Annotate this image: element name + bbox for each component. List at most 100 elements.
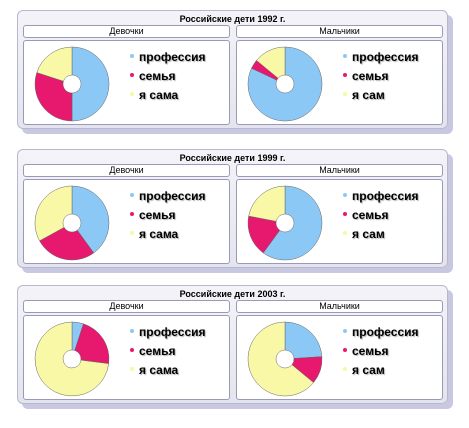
legend-label: я сама [139,88,179,102]
legend: профессия семья я сама [130,322,206,379]
legend-item-self: я сам [343,360,419,379]
bullet-icon [343,72,347,77]
pie-chart [247,46,323,122]
chart-area: профессия семья я сам [236,40,443,125]
slice-self [248,185,286,222]
slice-family [39,226,95,261]
boys-chart-1992: Мальчики профессия семья я сам [236,25,443,125]
legend-label: семья [139,208,176,222]
pie-chart [34,185,110,261]
slice-self [36,46,73,82]
slice-profession [247,46,323,122]
legend: профессия семья я сам [343,186,419,243]
bullet-icon [130,192,134,197]
bullet-icon [343,192,347,197]
legend-item-profession: профессия [343,186,419,205]
boys-header: Мальчики [236,300,443,313]
pie-chart [34,46,110,122]
legend-item-self: я сам [343,224,419,243]
legend-label: семья [352,69,389,83]
legend-item-profession: профессия [130,186,206,205]
pie-chart [247,321,323,397]
bullet-icon [130,230,134,235]
legend-label: я сам [352,227,385,241]
legend: профессия семья я сам [343,47,419,104]
bullet-icon [130,53,134,58]
legend-label: семья [352,208,389,222]
panel-title: Российские дети 1999 г. [179,153,286,163]
panel-title: Российские дети 1992 г. [179,14,286,24]
legend-item-family: семья [130,341,206,360]
slice-self [247,321,314,397]
legend-item-profession: профессия [130,322,206,341]
slice-profession [284,321,323,359]
bullet-icon [343,347,347,352]
boys-header: Мальчики [236,25,443,38]
bullet-icon [130,328,134,333]
girls-chart-1992: Девочки профессия семья я сама [23,25,230,125]
legend: профессия семья я сама [130,186,206,243]
legend-label: семья [352,344,389,358]
bullet-icon [343,230,347,235]
legend-item-family: семья [343,66,419,85]
slice-self [34,185,73,242]
slice-self [34,321,109,397]
legend-item-self: я сама [130,360,206,379]
legend-item-family: семья [343,341,419,360]
pie-chart [247,185,323,261]
legend-item-family: семья [130,205,206,224]
bullet-icon [130,211,134,216]
chart-area: профессия семья я сам [236,315,443,400]
girls-header: Девочки [23,164,230,177]
legend-item-profession: профессия [343,47,419,66]
legend-item-self: я сама [130,224,206,243]
slice-profession [262,185,323,261]
slice-family [34,72,73,122]
bullet-icon [343,53,347,58]
panel-title: Российские дети 2003 г. [179,289,286,299]
legend-item-family: семья [343,205,419,224]
legend-label: семья [139,69,176,83]
legend-item-self: я сам [343,85,419,104]
legend-label: профессия [139,189,206,203]
legend-label: я сам [352,88,385,102]
legend-label: профессия [352,189,419,203]
boys-header: Мальчики [236,164,443,177]
bullet-icon [343,366,347,371]
bullet-icon [343,328,347,333]
bullet-icon [130,366,134,371]
legend-item-self: я сама [130,85,206,104]
bullet-icon [130,72,134,77]
pie-chart [34,321,110,397]
panel-1992: Российские дети 1992 г. Девочки професси… [17,10,448,129]
legend-label: я сама [139,227,179,241]
panel-1999: Российские дети 1999 г. Девочки професси… [17,149,448,268]
slice-family [74,323,110,364]
legend-item-profession: профессия [343,322,419,341]
chart-area: профессия семья я сама [23,179,230,264]
legend-item-family: семья [130,66,206,85]
legend-label: профессия [352,325,419,339]
legend-label: я сама [139,363,179,377]
chart-area: профессия семья я сам [236,179,443,264]
panel-2003: Российские дети 2003 г. Девочки професси… [17,285,448,404]
legend-label: я сам [352,363,385,377]
bullet-icon [343,91,347,96]
legend-item-profession: профессия [130,47,206,66]
legend-label: профессия [352,50,419,64]
bullet-icon [343,211,347,216]
slice-profession [71,185,110,254]
chart-area: профессия семья я сама [23,40,230,125]
boys-chart-1999: Мальчики профессия семья я сам [236,164,443,264]
bullet-icon [130,91,134,96]
legend: профессия семья я сам [343,322,419,379]
boys-chart-2003: Мальчики профессия семья я сам [236,300,443,400]
girls-chart-2003: Девочки профессия семья я сама [23,300,230,400]
girls-chart-1999: Девочки профессия семья я сама [23,164,230,264]
bullet-icon [130,347,134,352]
slice-profession [71,46,110,122]
legend-label: профессия [139,50,206,64]
slice-self [256,46,286,79]
legend: профессия семья я сама [130,47,206,104]
legend-label: семья [139,344,176,358]
